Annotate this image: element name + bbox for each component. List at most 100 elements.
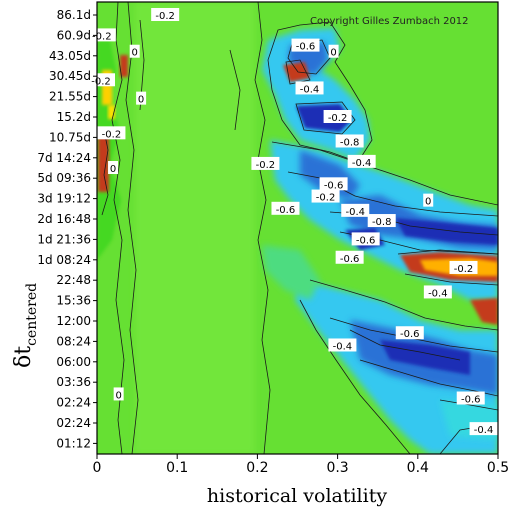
contour-value-label: -0.4 — [347, 154, 376, 169]
y-tick-label: 21.55d — [49, 90, 91, 104]
contour-line — [254, 2, 271, 454]
contour-label-text: -0.6 — [461, 395, 481, 406]
contour-line — [359, 359, 498, 397]
contour-label-background — [311, 189, 340, 203]
contour-label-text: -0.4 — [352, 158, 372, 169]
contour-line — [111, 2, 125, 454]
contour-line — [287, 171, 498, 217]
contour-value-label: -0.6 — [319, 177, 348, 191]
contour-label-text: -0.4 — [300, 84, 320, 95]
contour-line — [285, 59, 311, 85]
y-tick-label: 06:00 — [56, 355, 91, 369]
contour-value-label: -0.4 — [328, 338, 357, 352]
contour-line — [439, 399, 498, 411]
contour-label-background — [423, 193, 434, 207]
contour-line — [125, 2, 139, 454]
contour-line — [229, 49, 241, 131]
contour-label-background — [328, 338, 357, 352]
contour-label-text: -0.6 — [276, 205, 296, 216]
contour-label-background — [291, 38, 320, 52]
contour-line — [404, 273, 498, 286]
contour-value-label: -0.6 — [351, 232, 380, 246]
y-tick-label: 15:36 — [56, 294, 91, 308]
contour-label-text: 0 — [330, 48, 336, 59]
contour-label-background — [136, 91, 147, 105]
y-tick-label: 43.05d — [49, 49, 91, 63]
contour-label-text: -0.4 — [333, 341, 353, 352]
plot-frame — [96, 1, 499, 455]
contour-label-text: -0.6 — [356, 235, 376, 246]
contour-label-text: -0.2 — [454, 264, 474, 275]
y-tick-label: 02:24 — [56, 396, 91, 410]
contour-value-label: -0.8 — [335, 134, 364, 148]
contour-label-background — [423, 285, 452, 299]
y-tick-label: 5d 09:36 — [37, 171, 91, 185]
contour-value-label: 0 — [423, 193, 434, 208]
contour-label-text: 0 — [138, 95, 144, 106]
contour-label-background — [319, 177, 348, 191]
contour-label-text: 0 — [110, 164, 116, 175]
contour-labels: -0.2 -0.2 0 0 -0.2 -0.2 0 -0.2 -0.6 0 -0.4 -0.2 -0.8… — [87, 8, 498, 436]
contour-value-label: 0 — [136, 91, 147, 106]
contour-label-background — [367, 214, 396, 228]
y-tick-label: 3d 19:12 — [37, 192, 91, 206]
x-tick-label: 0.5 — [487, 460, 509, 476]
contour-value-label: 0 — [113, 387, 124, 401]
contour-value-label: -0.2 — [449, 260, 478, 275]
contour-line — [101, 129, 109, 216]
contour-value-label: -0.2 — [87, 73, 116, 87]
y-tick-label: 10.75d — [49, 130, 91, 144]
contour-label-text: -0.2 — [91, 76, 111, 87]
contour-label-text: -0.6 — [340, 254, 360, 265]
contour-value-label: -0.2 — [151, 8, 180, 22]
contour-label-background — [469, 422, 498, 436]
y-tick-label: 86.1d — [57, 8, 91, 22]
contour-label-text: 0 — [132, 48, 138, 59]
contour-label-background — [113, 387, 124, 401]
y-tick-label: 30.45d — [49, 69, 91, 83]
contour-label-background — [335, 134, 364, 148]
y-axis-label: δtcentered — [11, 283, 40, 368]
contour-line — [299, 299, 411, 454]
y-tick-label: 15.2d — [57, 110, 91, 124]
contour-label-text: -0.8 — [340, 137, 360, 148]
contour-label-background — [449, 260, 478, 274]
contour-line — [309, 279, 498, 331]
contour-label-text: -0.6 — [296, 42, 316, 53]
contour-label-background — [351, 232, 380, 246]
svg-text:δtcentered: δtcentered — [11, 283, 40, 368]
y-tick-label: 60.9d — [57, 28, 91, 42]
contour-label-background — [335, 250, 364, 264]
contour-value-label: -0.4 — [469, 422, 498, 436]
contour-value-label: -0.6 — [335, 250, 364, 265]
x-tick-label: 0.1 — [166, 460, 188, 476]
contour-label-background — [323, 110, 352, 123]
contour-label-text: -0.2 — [316, 193, 336, 204]
contour-value-label: 0 — [129, 44, 140, 59]
contour-value-label: -0.4 — [295, 81, 324, 95]
contour-label-background — [97, 126, 126, 140]
x-axis-label: historical volatility — [207, 485, 387, 507]
contour-value-label: -0.2 — [251, 156, 280, 171]
y-tick-label: 01:12 — [56, 436, 91, 450]
contour-value-label: -0.6 — [291, 38, 320, 53]
y-tick-label: 1d 08:24 — [37, 253, 91, 267]
contour-label-text: -0.2 — [256, 160, 276, 171]
contour-label-text: 0 — [425, 197, 431, 208]
x-tick-label: 0 — [93, 460, 102, 476]
y-tick-label: 08:24 — [56, 334, 91, 348]
contour-value-label: 0 — [328, 44, 339, 59]
contour-label-background — [328, 44, 339, 58]
contour-label-background — [456, 391, 485, 405]
contour-label-text: -0.6 — [400, 329, 420, 340]
y-tick-label: 12:00 — [56, 314, 91, 328]
y-tick-label: 03:36 — [56, 375, 91, 389]
contour-label-text: -0.6 — [324, 180, 344, 191]
x-axis: 0 0.1 0.2 0.3 0.4 0.5 — [93, 454, 509, 476]
x-tick-label: 0.2 — [246, 460, 268, 476]
y-axis-label-sub: centered — [24, 283, 40, 346]
contour-value-label: -0.2 — [97, 126, 126, 140]
contour-label-text: -0.4 — [345, 207, 365, 218]
contour-value-label: -0.4 — [341, 203, 370, 218]
contour-label-background — [251, 156, 280, 170]
